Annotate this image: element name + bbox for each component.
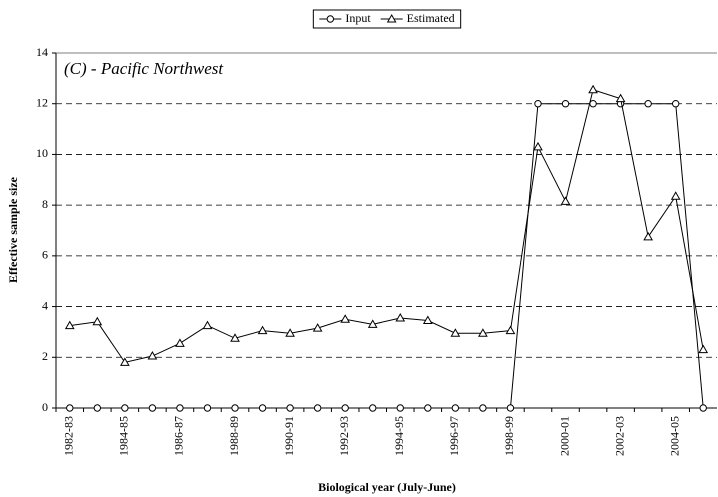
- y-tick-label: 10: [36, 146, 48, 160]
- legend-label: Estimated: [407, 11, 455, 25]
- data-point: [643, 231, 654, 241]
- series-line: [69, 103, 704, 409]
- data-point: [450, 328, 461, 337]
- y-tick-label: 14: [36, 45, 48, 59]
- x-axis-label: Biological year (July-June): [318, 480, 456, 494]
- x-tick-label: 1992-93: [337, 416, 351, 456]
- data-point: [340, 314, 351, 323]
- data-point: [506, 404, 515, 412]
- legend: Input Estimated: [312, 9, 462, 29]
- data-point: [670, 191, 681, 200]
- data-point: [93, 404, 102, 412]
- data-point: [148, 404, 157, 412]
- data-point: [698, 344, 709, 354]
- y-tick-label: 12: [36, 95, 48, 109]
- data-point: [671, 100, 680, 108]
- data-point: [313, 404, 322, 412]
- data-point: [589, 100, 597, 108]
- data-point: [257, 325, 268, 335]
- y-tick-label: 8: [42, 197, 48, 211]
- y-tick-label: 4: [42, 298, 48, 312]
- data-point: [367, 319, 378, 328]
- x-tick-label: 1984-85: [117, 416, 131, 456]
- data-point: [396, 404, 404, 412]
- data-point: [588, 84, 598, 94]
- data-point: [424, 404, 432, 412]
- data-point: [369, 404, 377, 412]
- y-tick-label: 0: [42, 400, 48, 414]
- legend-marker: [326, 15, 335, 23]
- x-tick-label: 1986-87: [172, 416, 186, 456]
- data-point: [64, 320, 75, 330]
- data-point: [341, 404, 349, 412]
- data-point: [312, 323, 323, 332]
- data-point: [478, 328, 488, 337]
- data-point: [175, 338, 185, 347]
- data-point: [258, 404, 267, 412]
- data-point: [203, 404, 212, 412]
- data-point: [505, 325, 516, 335]
- data-point: [202, 320, 213, 330]
- y-tick-label: 2: [42, 349, 48, 363]
- x-tick-label: 2002-03: [612, 416, 626, 456]
- data-point: [533, 141, 543, 151]
- data-point: [534, 100, 542, 108]
- data-point: [561, 100, 570, 108]
- x-tick-label: 1994-95: [392, 416, 406, 456]
- x-tick-label: 1982-83: [62, 416, 76, 456]
- data-point: [615, 93, 626, 103]
- y-axis-label: Effective sample size: [6, 176, 20, 283]
- data-point: [699, 404, 707, 412]
- data-point: [451, 404, 460, 412]
- data-point: [395, 312, 406, 322]
- data-point: [560, 196, 571, 205]
- data-point: [422, 315, 433, 325]
- y-tick-label: 6: [42, 248, 48, 262]
- data-point: [230, 333, 240, 342]
- data-point: [66, 404, 74, 412]
- data-point: [147, 351, 158, 360]
- x-tick-label: 1998-99: [502, 416, 516, 456]
- data-point: [121, 404, 129, 412]
- x-tick-label: 1990-91: [282, 416, 296, 456]
- chart-title: (C) - Pacific Northwest: [64, 59, 224, 78]
- data-point: [285, 328, 295, 337]
- x-tick-label: 1988-89: [227, 416, 241, 456]
- series-line: [69, 89, 704, 363]
- x-tick-label: 1996-97: [447, 416, 461, 456]
- data-point: [286, 404, 294, 412]
- data-point: [119, 357, 130, 366]
- data-point: [231, 404, 239, 412]
- data-point: [479, 404, 487, 412]
- data-point: [176, 404, 184, 412]
- data-point: [92, 316, 103, 326]
- legend-label: Input: [345, 11, 371, 25]
- x-tick-label: 2000-01: [557, 416, 571, 456]
- data-point: [644, 100, 652, 108]
- x-tick-label: 2004-05: [667, 416, 681, 456]
- legend-marker: [386, 13, 397, 23]
